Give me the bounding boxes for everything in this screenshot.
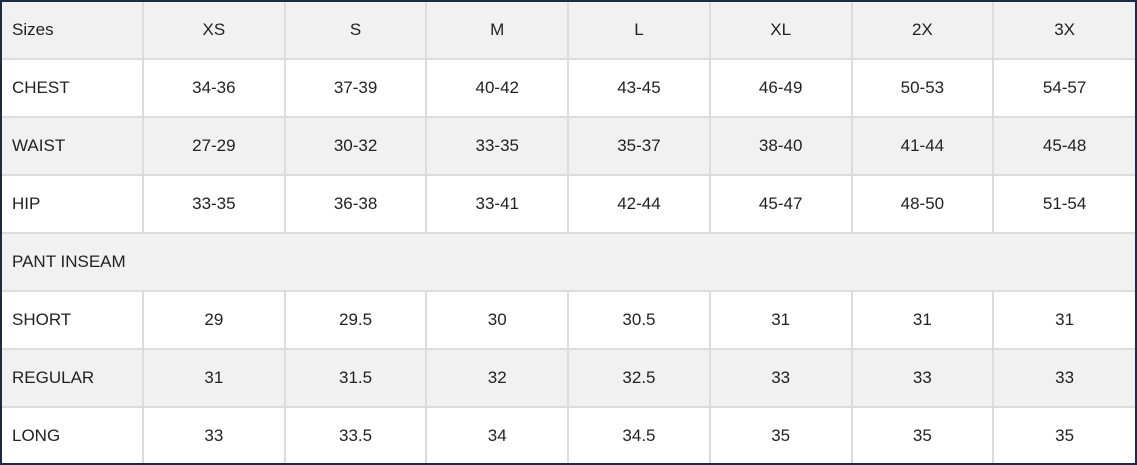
table-cell: 50-53 bbox=[850, 58, 995, 118]
table-cell: 27-29 bbox=[142, 116, 286, 176]
table-cell: 35-37 bbox=[567, 116, 711, 176]
table-cell: 33-41 bbox=[425, 174, 570, 234]
table-cell: 42-44 bbox=[567, 174, 711, 234]
table-cell: 31 bbox=[142, 348, 286, 408]
table-cell: 45-48 bbox=[992, 116, 1135, 176]
header-cell: L bbox=[567, 2, 711, 60]
table-cell: 46-49 bbox=[708, 58, 853, 118]
table-cell: 30 bbox=[425, 290, 570, 350]
table-row: WAIST 27-29 30-32 33-35 35-37 38-40 41-44 45-48 bbox=[2, 116, 1135, 176]
table-cell: 30-32 bbox=[283, 116, 428, 176]
header-cell: 3X bbox=[992, 2, 1135, 60]
row-label: PANT INSEAM bbox=[2, 232, 1135, 292]
table-cell: 33 bbox=[850, 348, 995, 408]
table-cell: 31 bbox=[708, 290, 853, 350]
table-row: REGULAR 31 31.5 32 32.5 33 33 33 bbox=[2, 348, 1135, 408]
table-cell: 30.5 bbox=[567, 290, 711, 350]
header-cell: Sizes bbox=[2, 2, 144, 60]
table-cell: 48-50 bbox=[850, 174, 995, 234]
table-cell: 33.5 bbox=[283, 406, 428, 463]
row-label: CHEST bbox=[2, 58, 144, 118]
table-cell: 32.5 bbox=[567, 348, 711, 408]
table-cell: 31 bbox=[850, 290, 995, 350]
table-cell: 32 bbox=[425, 348, 570, 408]
table-cell: 34 bbox=[425, 406, 570, 463]
row-label: REGULAR bbox=[2, 348, 144, 408]
table-cell: 33 bbox=[992, 348, 1135, 408]
table-cell: 34-36 bbox=[142, 58, 286, 118]
table-cell: 38-40 bbox=[708, 116, 853, 176]
header-cell: XL bbox=[708, 2, 853, 60]
table-cell: 33 bbox=[708, 348, 853, 408]
table-cell: 37-39 bbox=[283, 58, 428, 118]
header-row: Sizes XS S M L XL 2X 3X bbox=[2, 2, 1135, 60]
table-row: LONG 33 33.5 34 34.5 35 35 35 bbox=[2, 406, 1135, 463]
table-row: HIP 33-35 36-38 33-41 42-44 45-47 48-50 51-54 bbox=[2, 174, 1135, 234]
table-row: CHEST 34-36 37-39 40-42 43-45 46-49 50-53 54-57 bbox=[2, 58, 1135, 118]
table-cell: 33-35 bbox=[425, 116, 570, 176]
header-cell: M bbox=[425, 2, 570, 60]
table-cell: 45-47 bbox=[708, 174, 853, 234]
table-row: PANT INSEAM bbox=[2, 232, 1135, 292]
row-label: HIP bbox=[2, 174, 144, 234]
table-cell: 36-38 bbox=[283, 174, 428, 234]
table-row: SHORT 29 29.5 30 30.5 31 31 31 bbox=[2, 290, 1135, 350]
table-cell: 29.5 bbox=[283, 290, 428, 350]
table-cell: 35 bbox=[708, 406, 853, 463]
row-label: WAIST bbox=[2, 116, 144, 176]
table-cell: 31.5 bbox=[283, 348, 428, 408]
row-label: LONG bbox=[2, 406, 144, 463]
table-cell: 29 bbox=[142, 290, 286, 350]
table-cell: 33 bbox=[142, 406, 286, 463]
table-cell: 51-54 bbox=[992, 174, 1135, 234]
table-cell: 31 bbox=[992, 290, 1135, 350]
header-cell: XS bbox=[142, 2, 286, 60]
table-cell: 33-35 bbox=[142, 174, 286, 234]
header-cell: 2X bbox=[850, 2, 995, 60]
table-cell: 34.5 bbox=[567, 406, 711, 463]
table-cell: 43-45 bbox=[567, 58, 711, 118]
row-label: SHORT bbox=[2, 290, 144, 350]
table-cell: 40-42 bbox=[425, 58, 570, 118]
table-cell: 41-44 bbox=[850, 116, 995, 176]
table-cell: 35 bbox=[992, 406, 1135, 463]
table-cell: 35 bbox=[850, 406, 995, 463]
table-cell: 54-57 bbox=[992, 58, 1135, 118]
header-cell: S bbox=[283, 2, 428, 60]
